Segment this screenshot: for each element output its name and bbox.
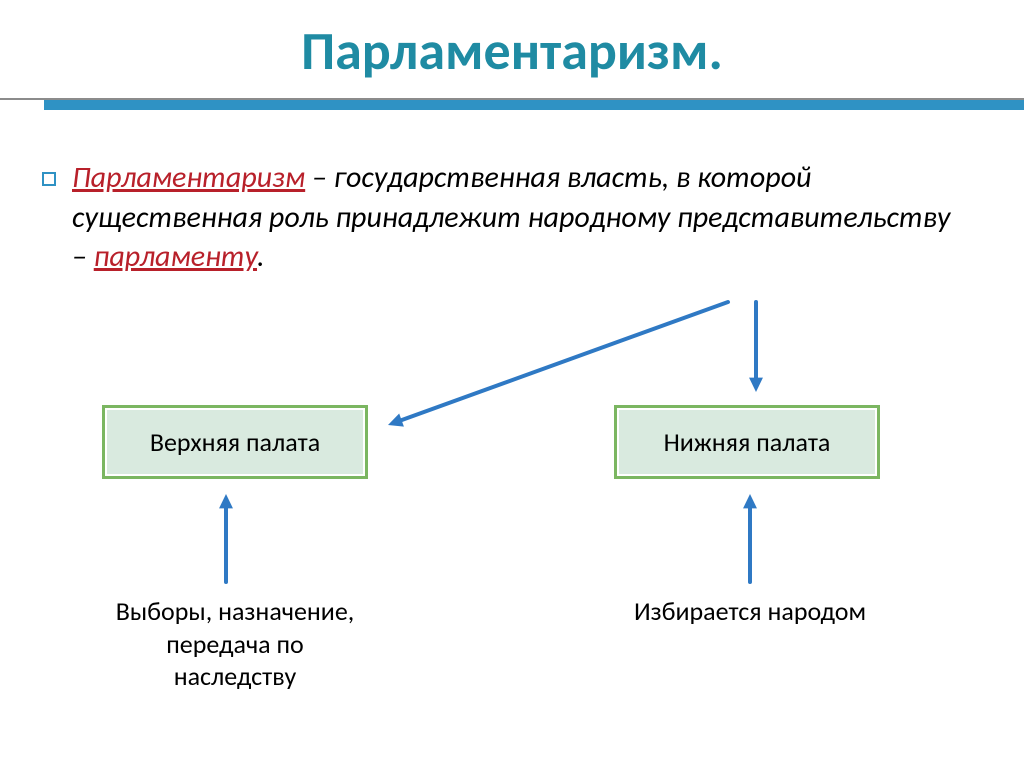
definition-trailing: . xyxy=(257,238,265,275)
rule-thick xyxy=(44,100,1024,110)
caption-right-text: Избирается народом xyxy=(575,595,925,628)
upper-chamber-box: Верхняя палата xyxy=(102,405,368,479)
caption-left-line1: Выборы, назначение, xyxy=(60,595,410,628)
definition-text: Парламентаризм – государственная власть,… xyxy=(72,158,972,277)
arrow-caption-left-to-upper xyxy=(206,474,246,602)
bullet-square-icon xyxy=(42,172,56,186)
slide-title: Парламентаризм. xyxy=(0,18,1024,84)
caption-left-line3: наследству xyxy=(60,660,410,693)
arrow-parliament-to-upper xyxy=(368,282,748,445)
caption-right: Избирается народом xyxy=(575,595,925,628)
definition-term: Парламентаризм xyxy=(72,159,305,196)
caption-left-line2: передача по xyxy=(60,628,410,661)
definition-parliament: парламенту xyxy=(94,238,257,275)
arrow-caption-right-to-lower xyxy=(730,474,770,602)
upper-chamber-label: Верхняя палата xyxy=(150,426,320,458)
caption-left: Выборы, назначение, передача по наследст… xyxy=(60,595,410,693)
